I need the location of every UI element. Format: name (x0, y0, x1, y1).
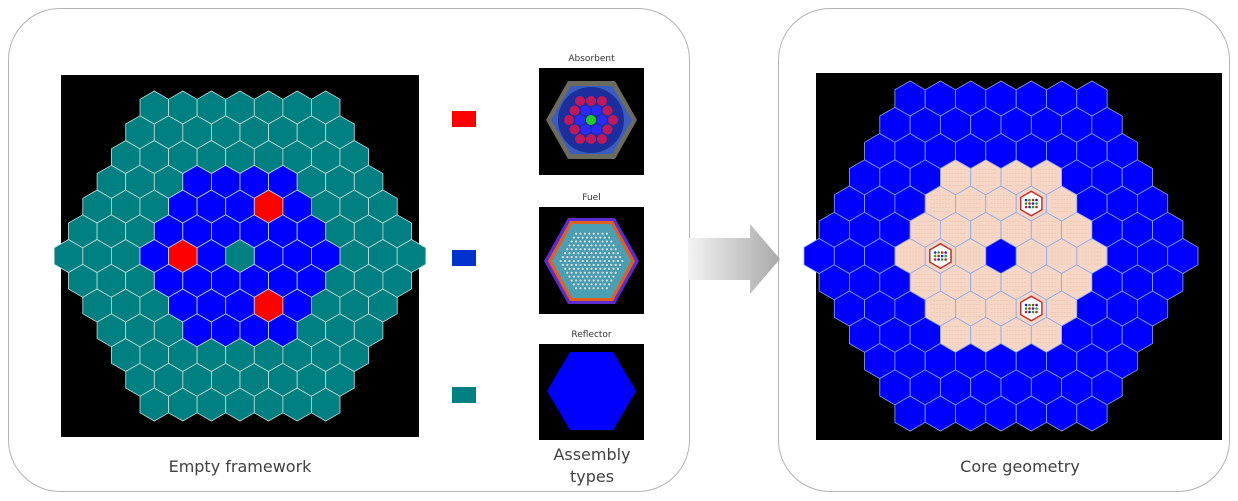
hex-cell (396, 239, 427, 273)
absorber-pin (597, 96, 607, 106)
absorber-pin (586, 134, 596, 144)
absorber-pin (586, 115, 596, 125)
absorber-pin (564, 115, 574, 125)
absorber-pin (575, 134, 585, 144)
absorber-pin (569, 105, 580, 116)
absorber-pin (580, 124, 591, 135)
absorber-pin (591, 124, 602, 135)
empty-framework-caption: Empty framework (168, 457, 312, 476)
absorbent-label: Absorbent (568, 54, 615, 64)
core-geometry-caption: Core geometry (960, 457, 1080, 476)
absorber-pin (575, 115, 585, 125)
absorber-pin (602, 124, 613, 135)
absorber-pin (602, 105, 613, 116)
framework-hex-grid (53, 90, 427, 422)
reflector-label: Reflector (571, 330, 612, 340)
absorber-pin (580, 105, 591, 116)
absorber-pin (597, 134, 607, 144)
absorber-pin (575, 96, 585, 106)
absorber-pin (608, 115, 618, 125)
absorber-pin (591, 105, 602, 116)
absorber-assembly (929, 242, 952, 270)
transition-arrow (688, 224, 780, 294)
absorbent-color-swatch (452, 111, 476, 127)
hex-cell (1167, 238, 1199, 274)
core-hex-grid (803, 80, 1199, 432)
absorber-pin (586, 96, 596, 106)
absorber-assembly (1019, 295, 1043, 322)
fuel-assembly-icon (544, 218, 639, 304)
absorber-assembly (1019, 190, 1043, 217)
reflector-assembly-icon (547, 352, 636, 430)
fuel-color-swatch (452, 250, 476, 266)
absorber-pin (569, 124, 580, 135)
absorber-pin (597, 115, 607, 125)
fuel-label: Fuel (582, 193, 601, 203)
reflector-color-swatch (452, 387, 476, 403)
assembly-types-caption: Assembly types (553, 445, 631, 486)
absorbent-assembly-icon (546, 81, 637, 159)
